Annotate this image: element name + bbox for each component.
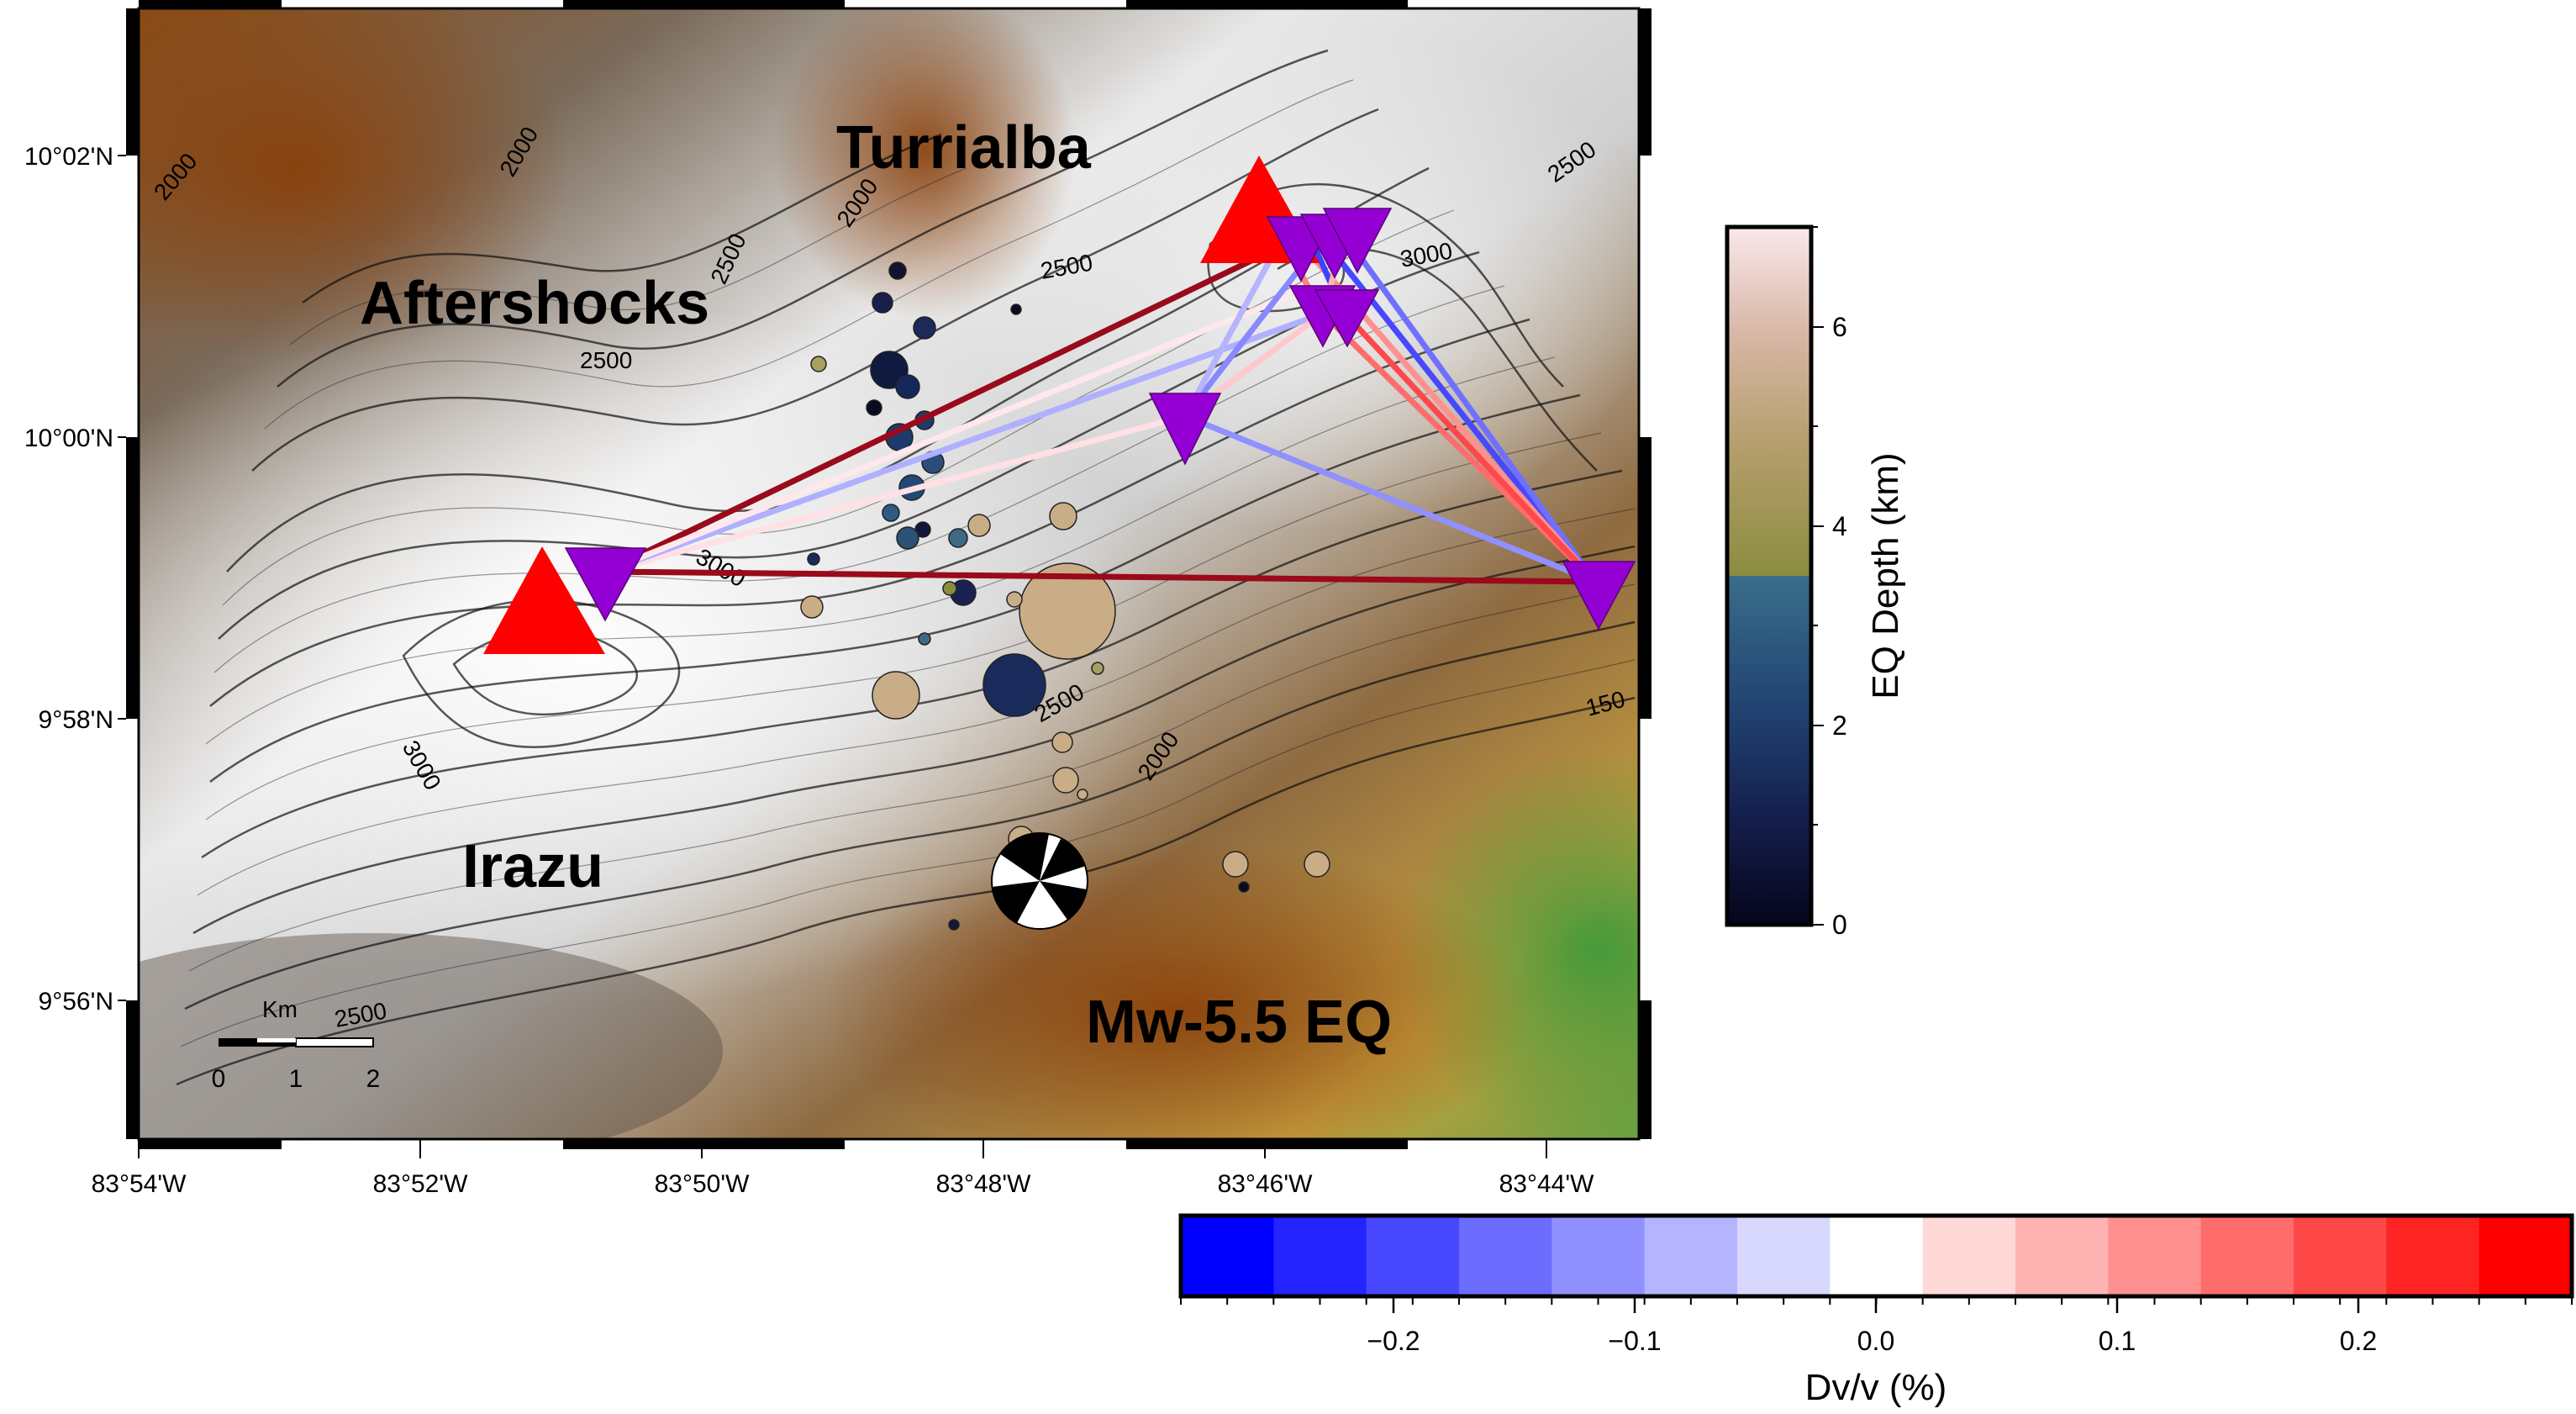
station-icon — [1148, 393, 1222, 466]
scale-bar-tick: 2 — [366, 1065, 381, 1093]
depth-tick-label: 4 — [1832, 511, 1847, 541]
dvv-swatch — [1273, 1216, 1367, 1296]
depth-colorbar: 0 2 4 6 EQ Depth (km) — [1725, 224, 1906, 940]
dvv-swatch — [1644, 1216, 1738, 1296]
dvv-tick-label: 0.2 — [2340, 1326, 2377, 1356]
map-frame — [118, 0, 1651, 1158]
dvv-colorbar: −0.2 −0.1 0.0 0.1 0.2 Dv/v (%) — [1178, 1213, 2574, 1408]
lat-tick-label: 10°00'N — [24, 425, 113, 452]
station-markers — [564, 208, 1636, 630]
lon-tick-label: 83°54'W — [92, 1170, 187, 1198]
lat-axis: 10°02'N 10°00'N 9°58'N 9°56'N — [24, 143, 113, 1016]
irazu-volcano-icon — [483, 546, 605, 654]
place-labels: Turrialba Aftershocks Irazu Mw-5.5 EQ — [360, 114, 1392, 1056]
lon-tick-label: 83°48'W — [936, 1170, 1031, 1198]
dvv-tick-label: −0.1 — [1608, 1326, 1661, 1356]
turrialba-label: Turrialba — [836, 114, 1092, 182]
lon-tick-label: 83°52'W — [373, 1170, 468, 1198]
contour-label: 2500 — [580, 347, 632, 373]
lat-tick-label: 10°02'N — [24, 143, 113, 171]
station-icon — [1314, 289, 1380, 348]
lon-tick-label: 83°46'W — [1218, 1170, 1313, 1198]
lat-tick-label: 9°56'N — [39, 988, 113, 1016]
dvv-colorbar-label: Dv/v (%) — [1805, 1367, 1947, 1408]
dvv-swatch — [1737, 1216, 1831, 1296]
dvv-swatches — [1181, 1216, 2573, 1296]
lon-tick-label: 83°50'W — [655, 1170, 750, 1198]
dvv-swatch — [2200, 1216, 2294, 1296]
contour-lines-fine — [180, 79, 1636, 1047]
scale-bar-tick: 1 — [289, 1065, 303, 1093]
dvv-swatch — [2015, 1216, 2109, 1296]
dvv-swatch — [1922, 1216, 2016, 1296]
dvv-tick-label: 0.1 — [2099, 1326, 2136, 1356]
scale-bar-title: Km — [262, 996, 298, 1022]
dvv-swatch — [1181, 1216, 1274, 1296]
dvv-swatch — [1551, 1216, 1646, 1296]
dvv-swatch — [2108, 1216, 2202, 1296]
dvv-swatch — [2294, 1216, 2387, 1296]
station-icon — [1562, 561, 1636, 630]
lon-tick-label: 83°44'W — [1499, 1170, 1594, 1198]
dvv-swatch — [1830, 1216, 1924, 1296]
focal-mechanism-icon — [991, 832, 1088, 930]
scale-bar-tick: 0 — [212, 1065, 226, 1093]
dvv-swatch — [2479, 1216, 2573, 1296]
depth-tick-label: 0 — [1832, 910, 1847, 940]
station-icon — [1322, 208, 1393, 274]
eq-label: Mw-5.5 EQ — [1086, 989, 1392, 1056]
lat-tick-label: 9°58'N — [39, 706, 113, 734]
aftershocks-label: Aftershocks — [360, 270, 709, 337]
dvv-minor-ticks — [1180, 1296, 2573, 1305]
dvv-swatch — [1366, 1216, 1460, 1296]
depth-tick-label: 2 — [1832, 710, 1847, 741]
terrain-relief — [139, 8, 1639, 1139]
dvv-tick-label: −0.2 — [1367, 1326, 1420, 1356]
scale-bar: Km 0 1 2 — [212, 996, 381, 1093]
dvv-tick-label: 0.0 — [1857, 1326, 1894, 1356]
lon-axis: 83°54'W 83°52'W 83°50'W 83°48'W 83°46'W … — [92, 1170, 1594, 1198]
depth-colorbar-label: EQ Depth (km) — [1865, 452, 1906, 699]
irazu-label: Irazu — [462, 833, 603, 900]
station-icon — [564, 547, 647, 622]
dvv-swatch — [2386, 1216, 2480, 1296]
depth-tick-label: 6 — [1832, 312, 1847, 342]
dvv-swatch — [1459, 1216, 1552, 1296]
